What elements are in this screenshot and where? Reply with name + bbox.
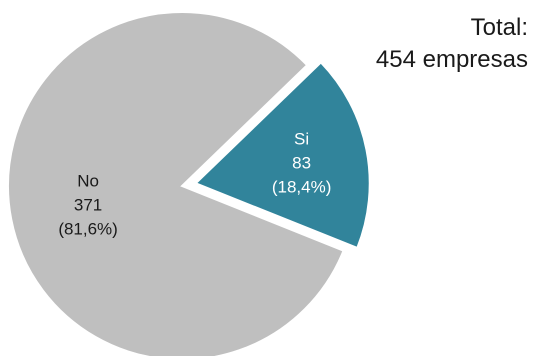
total-value: 454 empresas xyxy=(375,46,528,73)
slice-label-si-value: 83 xyxy=(292,154,311,173)
slice-label-si-name: Si xyxy=(294,130,309,149)
slice-label-no-value: 371 xyxy=(74,195,102,214)
total-annotation: Total: 454 empresas xyxy=(376,12,528,76)
slice-label-no-percent: (81,6%) xyxy=(58,219,118,238)
total-label: Total: xyxy=(470,14,528,41)
slice-label-si-percent: (18,4%) xyxy=(272,178,332,197)
slice-label-no-name: No xyxy=(77,171,99,190)
pie-slice-no xyxy=(7,11,345,356)
pie-slice-si xyxy=(193,61,371,250)
